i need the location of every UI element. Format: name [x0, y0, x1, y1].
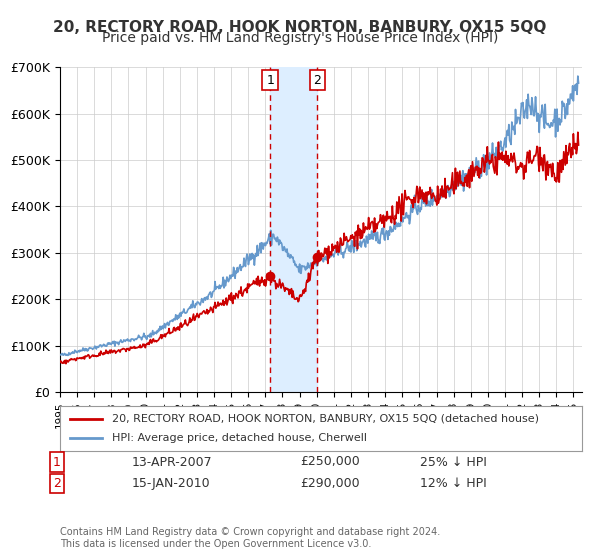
- Text: 1: 1: [53, 455, 61, 469]
- Text: Contains HM Land Registry data © Crown copyright and database right 2024.
This d: Contains HM Land Registry data © Crown c…: [60, 527, 440, 549]
- Text: 1: 1: [266, 74, 274, 87]
- Text: 12% ↓ HPI: 12% ↓ HPI: [420, 477, 487, 490]
- Text: 20, RECTORY ROAD, HOOK NORTON, BANBURY, OX15 5QQ (detached house): 20, RECTORY ROAD, HOOK NORTON, BANBURY, …: [112, 413, 539, 423]
- Text: 13-APR-2007: 13-APR-2007: [132, 455, 212, 469]
- Text: 15-JAN-2010: 15-JAN-2010: [132, 477, 211, 490]
- Text: 20, RECTORY ROAD, HOOK NORTON, BANBURY, OX15 5QQ: 20, RECTORY ROAD, HOOK NORTON, BANBURY, …: [53, 20, 547, 35]
- Text: 2: 2: [53, 477, 61, 490]
- Text: 2: 2: [313, 74, 322, 87]
- Text: £290,000: £290,000: [300, 477, 359, 490]
- Text: 25% ↓ HPI: 25% ↓ HPI: [420, 455, 487, 469]
- Text: £250,000: £250,000: [300, 455, 360, 469]
- Text: HPI: Average price, detached house, Cherwell: HPI: Average price, detached house, Cher…: [112, 433, 367, 444]
- Bar: [270, 67, 317, 392]
- Text: Price paid vs. HM Land Registry's House Price Index (HPI): Price paid vs. HM Land Registry's House …: [102, 31, 498, 45]
